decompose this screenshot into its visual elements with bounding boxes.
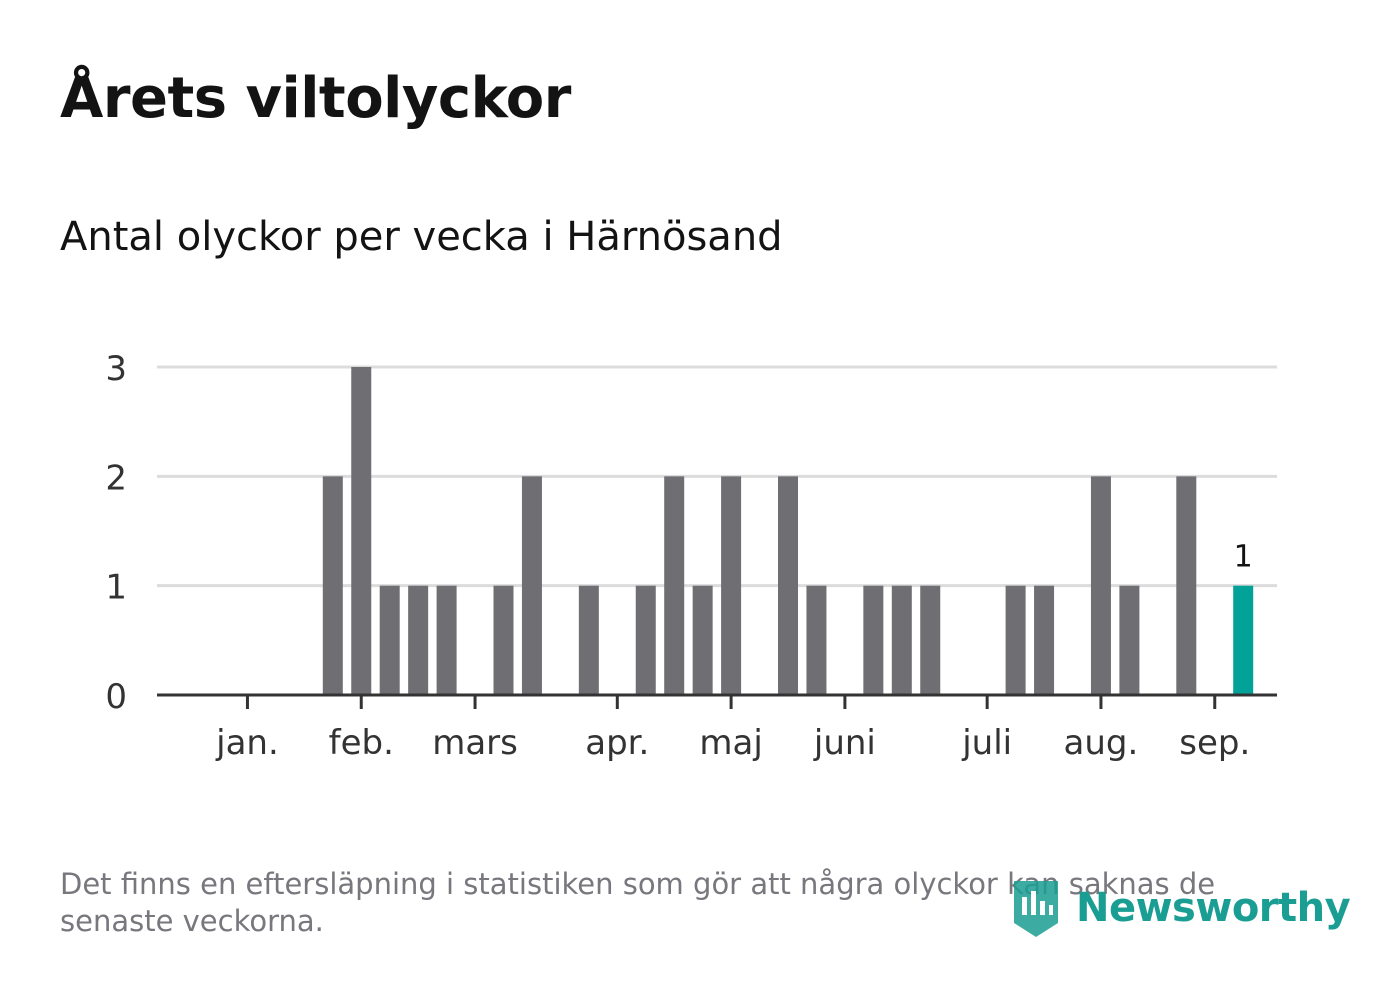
x-tick-label: aug. (1064, 723, 1139, 763)
chart-title: Årets viltolyckor (60, 66, 571, 131)
bar (1176, 476, 1197, 695)
bar (493, 585, 514, 695)
bar (436, 585, 457, 695)
grid-lines (157, 365, 1277, 588)
bar (379, 585, 400, 695)
newsworthy-logo-icon (1014, 881, 1058, 937)
newsworthy-logo: Newsworthy (1010, 876, 1351, 940)
y-axis: 0 1 2 3 (105, 349, 127, 717)
bar (664, 476, 685, 695)
x-tick-label: juni (813, 723, 876, 763)
bar (635, 585, 656, 695)
bar (322, 476, 343, 695)
x-axis: jan. feb. mars apr. maj juni juli aug. sep. (157, 693, 1277, 763)
bar (920, 585, 941, 695)
bar (408, 585, 429, 695)
x-tick-label: juli (961, 723, 1012, 763)
bar (521, 476, 542, 695)
bar (806, 585, 827, 695)
x-tick-label: feb. (329, 723, 394, 763)
bar (891, 585, 912, 695)
brand-name: Newsworthy (1076, 885, 1351, 931)
x-tick-label: apr. (585, 723, 649, 763)
y-tick-label: 3 (105, 349, 127, 389)
bar (863, 585, 884, 695)
x-tick-label: maj (699, 723, 762, 763)
x-tick-label: sep. (1179, 723, 1250, 763)
bar (1119, 585, 1140, 695)
chart-subtitle: Antal olyckor per vecka i Härnösand (60, 214, 783, 260)
y-tick-label: 1 (105, 568, 127, 608)
data-labels: 1 (1234, 540, 1253, 575)
y-tick-label: 0 (105, 677, 127, 717)
bar (351, 367, 372, 695)
bar (1034, 585, 1055, 695)
highlighted-bar (1233, 585, 1254, 695)
bars (322, 367, 1254, 695)
bar (1090, 476, 1111, 695)
x-tick-label: mars (432, 723, 518, 763)
bar (578, 585, 599, 695)
data-label: 1 (1234, 540, 1253, 575)
bar (778, 476, 798, 695)
y-tick-label: 2 (105, 458, 127, 498)
x-tick-label: jan. (215, 723, 279, 763)
bar (692, 585, 713, 695)
bar (1005, 585, 1026, 695)
bar (721, 476, 742, 695)
